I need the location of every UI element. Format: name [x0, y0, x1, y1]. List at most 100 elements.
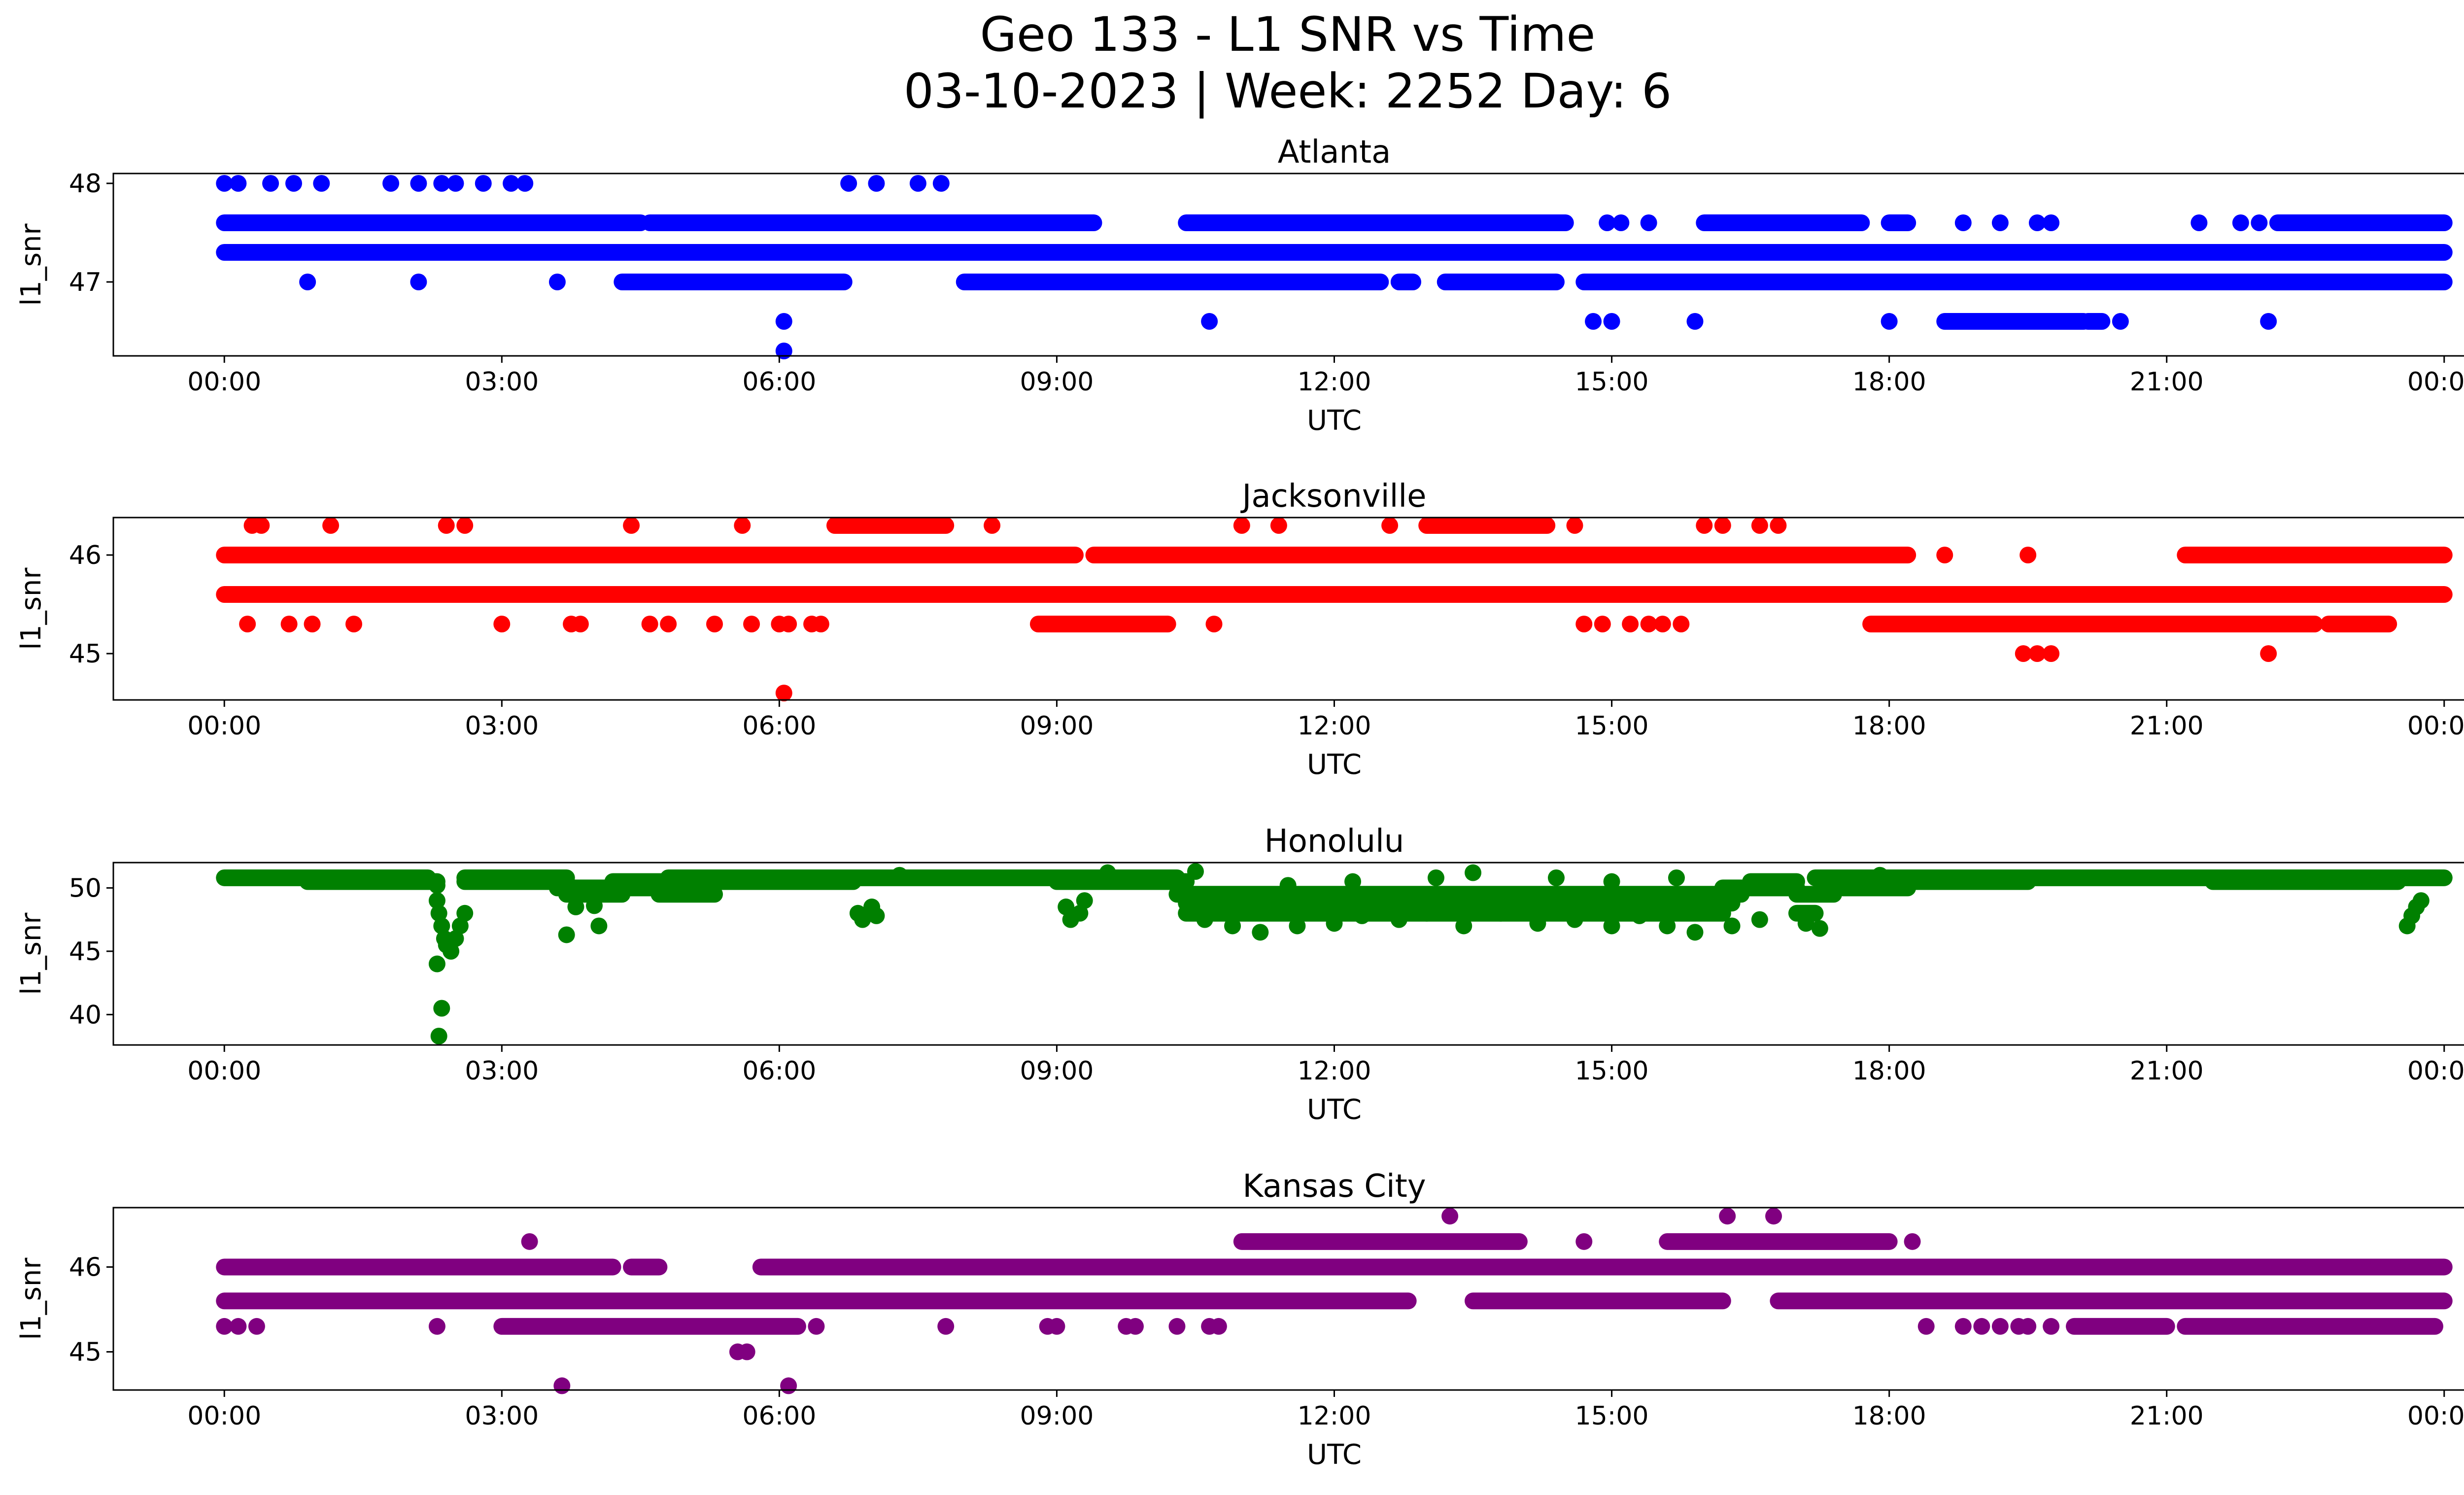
data-point	[428, 877, 445, 894]
data-point	[1547, 869, 1565, 886]
scatter-series	[216, 517, 2453, 701]
point-run	[1936, 313, 2092, 330]
data-point	[382, 175, 400, 192]
data-point	[812, 616, 829, 632]
point-run	[1233, 1233, 1528, 1250]
data-point	[1696, 517, 1713, 534]
x-tick-label: 00:00	[2407, 711, 2464, 741]
data-point	[1723, 917, 1741, 935]
x-tick-label: 12:00	[1298, 1056, 1371, 1086]
x-tick-label: 21:00	[2130, 1401, 2204, 1431]
data-point	[1390, 911, 1407, 928]
point-run	[826, 517, 955, 534]
data-point	[2019, 547, 2037, 563]
x-axis-label: UTC	[1307, 749, 1362, 781]
data-point	[1973, 1318, 1990, 1335]
point-run	[1899, 873, 2037, 890]
data-point	[1770, 517, 1787, 534]
point-run	[1390, 274, 1422, 290]
x-tick-label: 18:00	[1852, 367, 1926, 397]
data-point	[1954, 1318, 1972, 1335]
data-point	[1465, 864, 1482, 881]
data-point	[443, 942, 460, 960]
y-tick-label: 47	[69, 268, 102, 297]
data-point	[623, 517, 640, 534]
data-point	[253, 517, 270, 534]
point-run	[216, 1258, 621, 1276]
point-run	[650, 886, 723, 903]
data-point	[1603, 917, 1620, 935]
point-run	[558, 886, 631, 903]
subplot-title: Kansas City	[1242, 1168, 1426, 1205]
figure-title-line2: 03-10-2023 | Week: 2252 Day: 6	[904, 64, 1672, 119]
x-tick-label: 06:00	[742, 1056, 816, 1086]
data-point	[1991, 1318, 2009, 1335]
data-point	[345, 616, 362, 632]
y-axis: 40 45 50	[69, 873, 113, 1030]
data-point	[868, 175, 885, 192]
data-point	[1599, 214, 1616, 231]
data-point	[1381, 517, 1399, 534]
x-tick-label: 18:00	[1852, 1056, 1926, 1086]
point-run	[216, 1292, 1417, 1310]
data-point	[516, 175, 534, 192]
data-point	[660, 616, 677, 632]
data-point	[1668, 869, 1685, 886]
subplot-title: Honolulu	[1265, 823, 1404, 860]
x-axis: 00:00 03:00 06:00 09:00 12:00 15:00 18:00 21:00…	[187, 356, 2464, 397]
scatter-series	[216, 863, 2453, 1045]
data-point	[1719, 1208, 1736, 1225]
point-run	[216, 586, 2453, 603]
point-run	[1418, 517, 1556, 534]
point-run	[1696, 214, 1870, 231]
data-point	[937, 1318, 955, 1335]
data-point	[447, 930, 464, 947]
scatter-series	[216, 1208, 2453, 1394]
data-point	[1622, 616, 1639, 632]
x-axis-label: UTC	[1307, 1439, 1362, 1471]
x-tick-label: 21:00	[2130, 367, 2204, 397]
y-axis: 45 46	[69, 541, 113, 669]
x-tick-label: 00:00	[2407, 1056, 2464, 1086]
data-point	[216, 175, 233, 192]
data-point	[433, 175, 450, 192]
point-run	[1862, 616, 2324, 632]
data-point	[1904, 1233, 1921, 1250]
y-tick-label: 46	[69, 1252, 102, 1282]
data-point	[2412, 892, 2430, 909]
point-run	[216, 547, 1084, 563]
data-point	[1233, 517, 1250, 534]
x-tick-label: 00:00	[187, 1401, 261, 1431]
data-point	[1205, 616, 1223, 632]
data-point	[428, 1318, 445, 1335]
point-run	[216, 244, 2453, 261]
data-point	[1751, 911, 1768, 928]
point-run	[614, 274, 853, 290]
data-point	[1455, 917, 1472, 935]
data-point	[1936, 547, 1953, 563]
subplots: Atlanta 00:00 03:00 06:00 09:00 12:00 15:00 18:…	[15, 134, 2464, 1471]
point-run	[1770, 1292, 2453, 1310]
y-axis-label: l1_snr	[15, 223, 47, 306]
x-tick-label: 15:00	[1575, 367, 1649, 397]
point-run	[1881, 214, 1916, 231]
x-tick-label: 15:00	[1575, 1401, 1649, 1431]
data-point	[1917, 1318, 1935, 1335]
x-tick-label: 12:00	[1298, 711, 1371, 741]
data-point	[1279, 877, 1297, 894]
y-axis-label: l1_snr	[15, 1257, 47, 1340]
data-point	[1566, 911, 1583, 928]
data-point	[451, 917, 469, 935]
x-tick-label: 00:00	[187, 711, 261, 741]
data-point	[1991, 214, 2009, 231]
data-point	[430, 1028, 447, 1045]
point-run	[1465, 1292, 1731, 1310]
data-point	[1603, 313, 1620, 330]
x-tick-label: 03:00	[465, 1401, 539, 1431]
x-tick-label: 12:00	[1298, 367, 1371, 397]
point-run	[2080, 313, 2111, 330]
data-point	[521, 1233, 538, 1250]
x-axis-label: UTC	[1307, 405, 1362, 437]
data-point	[2019, 1318, 2037, 1335]
